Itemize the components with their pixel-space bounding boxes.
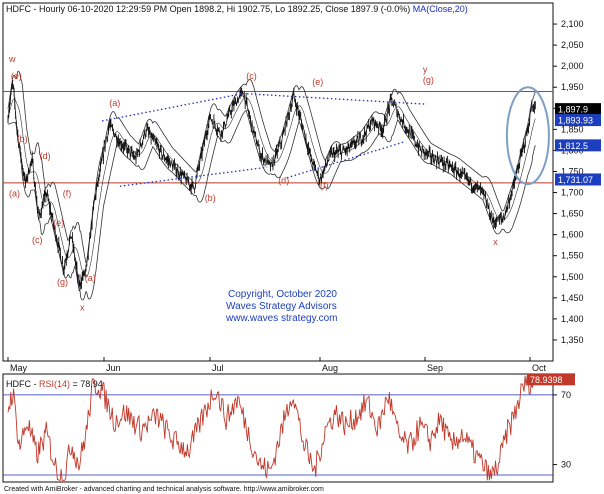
wave-label: (f) xyxy=(320,180,329,190)
price-y-tick-label: 1,750 xyxy=(561,166,584,176)
footer-credit: Created with AmiBroker - advanced charti… xyxy=(4,486,324,493)
price-y-tick-label: 1,400 xyxy=(561,314,584,324)
price-panel-frame xyxy=(2,2,554,362)
price-y-tick-label: 1,850 xyxy=(561,124,584,134)
ma-label: MA(Close,20) xyxy=(410,4,468,14)
rsi-value: = 78.94 xyxy=(70,379,103,389)
wave-label: (c) xyxy=(32,235,43,245)
wave-label: (d) xyxy=(278,175,289,185)
price-y-tick-label: 2,100 xyxy=(561,19,584,29)
rsi-symbol: HDFC - xyxy=(6,379,39,389)
wave-label: y xyxy=(423,64,428,74)
month-label-jul: Jul xyxy=(212,363,224,373)
price-y-tick-label: 1,500 xyxy=(561,272,584,282)
wave-label: (e) xyxy=(312,77,323,87)
value-tag-box xyxy=(555,103,601,116)
month-label-sep: Sep xyxy=(427,363,443,373)
value-tag-label: 1,897.9 xyxy=(558,105,588,115)
rsi-header: HDFC - RSI(14) = 78.94 xyxy=(6,379,103,389)
value-tag-label: 1,812.5 xyxy=(558,141,588,151)
rsi-y-tick-label: 70 xyxy=(561,390,571,400)
highlight-ellipse xyxy=(505,86,550,186)
ohlc-info: - Hourly 06-10-2020 12:29:59 PM Open 189… xyxy=(31,4,410,14)
price-y-tick-label: 1,350 xyxy=(561,335,584,345)
wave-label: (e) xyxy=(53,218,64,228)
wave-label: w xyxy=(8,54,16,64)
rsi-line xyxy=(7,375,536,481)
copyright-line-1: Copyright, October 2020 xyxy=(228,289,337,300)
copyright-line-2: Waves Strategy Advisors xyxy=(226,301,337,312)
wave-label: (e) xyxy=(11,71,22,81)
price-header: HDFC - Hourly 06-10-2020 12:29:59 PM Ope… xyxy=(6,4,468,14)
wave-label: (c) xyxy=(246,71,256,81)
price-y-tick-label: 2,050 xyxy=(561,40,584,50)
copyright-line-3: www.waves strategy.com xyxy=(225,313,338,324)
month-label-oct: Oct xyxy=(532,363,547,373)
moving-average-line xyxy=(7,97,536,278)
wave-label: (a) xyxy=(109,98,120,108)
month-label-aug: Aug xyxy=(322,363,338,373)
wave-label: (g) xyxy=(423,75,434,85)
value-tag-label: 1,731.07 xyxy=(558,175,593,185)
month-label-may: May xyxy=(10,363,28,373)
close-price-line xyxy=(7,82,536,287)
wave-label: (a) xyxy=(9,189,20,199)
price-y-tick-label: 2,000 xyxy=(561,61,584,71)
price-y-tick-label: 1,700 xyxy=(561,188,584,198)
rsi-value-tag-box xyxy=(527,373,575,386)
rsi-label: RSI(14) xyxy=(39,379,70,389)
symbol-label: HDFC xyxy=(6,4,31,14)
price-y-tick-label: 1,450 xyxy=(561,293,584,303)
wave-label: (a) xyxy=(85,273,96,283)
rsi-y-tick-label: 30 xyxy=(561,460,571,470)
trendline-3 xyxy=(119,166,268,187)
price-y-tick-label: 1,600 xyxy=(561,230,584,240)
trendline-4 xyxy=(286,141,405,179)
price-panel: 1,350 1,400 1,450 1,500 1,550 1,600 1,650 1,700… xyxy=(3,19,601,373)
wave-label: x xyxy=(493,237,498,247)
trendline-2 xyxy=(242,92,426,105)
price-y-tick-label: 1,550 xyxy=(561,251,584,261)
rsi-value-tag-label: 78.9398 xyxy=(530,375,563,385)
value-tag-box xyxy=(555,114,601,127)
rsi-panel: 30 70 78.9398 xyxy=(3,373,575,481)
month-label-jun: Jun xyxy=(106,363,121,373)
wave-label: x xyxy=(80,302,85,312)
rsi-panel-frame xyxy=(2,373,554,483)
value-tag-box xyxy=(555,139,601,152)
wave-label: (d) xyxy=(40,151,51,161)
upper-band-line xyxy=(7,70,536,264)
trendline-1 xyxy=(101,92,244,122)
wave-label: (b) xyxy=(17,134,28,144)
price-y-tick-label: 1,950 xyxy=(561,82,584,92)
wave-label: (g) xyxy=(57,277,68,287)
wave-label: (b) xyxy=(205,193,216,203)
wave-label: (f) xyxy=(63,189,72,199)
value-tag-box xyxy=(555,173,601,186)
price-y-tick-label: 1,650 xyxy=(561,209,584,219)
value-tag-label: 1,893.93 xyxy=(558,116,593,126)
lower-band-line xyxy=(7,109,536,301)
